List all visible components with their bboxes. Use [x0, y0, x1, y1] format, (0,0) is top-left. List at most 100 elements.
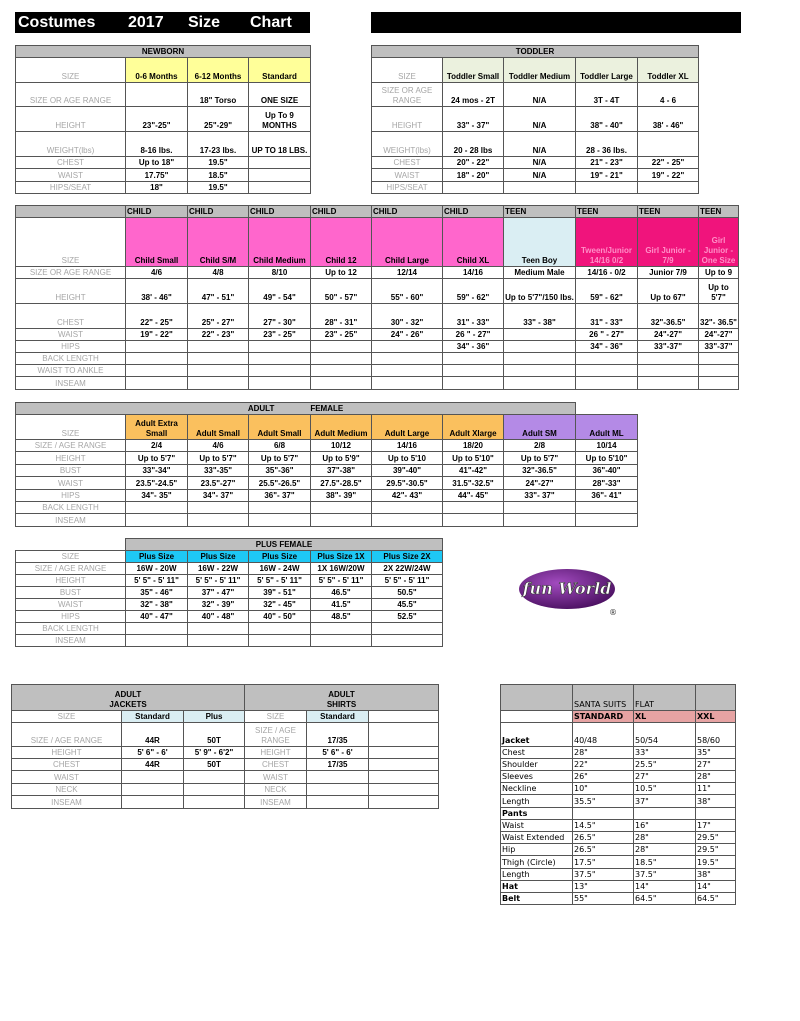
size-label: SIZE: [244, 710, 307, 723]
value-cell: Up to 12: [310, 266, 372, 279]
table-row: NECK: [244, 783, 439, 796]
size-header: Child Medium: [248, 217, 311, 267]
value-cell: [187, 352, 249, 365]
size-header: Adult ML: [575, 414, 639, 440]
value-cell: [187, 364, 249, 377]
value-cell: 40" - 50": [248, 610, 311, 623]
value-cell: 23" - 25": [310, 328, 372, 341]
size-header: Plus Size: [248, 550, 311, 563]
value-cell: [310, 513, 372, 527]
value-cell: 27": [633, 770, 696, 783]
value-cell: 18" Torso: [187, 82, 249, 107]
size-header: Adult SM: [502, 414, 577, 440]
value-cell: 5' 6" - 6': [121, 746, 184, 759]
table-title-row: ADULT JACKETS: [10, 684, 246, 711]
table-row: HEIGHT 5' 6" - 6': [244, 746, 439, 759]
row-label: BUST: [15, 586, 126, 599]
table-row: HEIGHT Up to 5'7" Up to 5'7" Up to 5'7" Up t…: [15, 451, 639, 465]
value-cell: 5' 9" - 6'2": [182, 746, 246, 759]
row-label: Shoulder: [500, 758, 573, 771]
value-cell: 32"-36.5": [502, 464, 577, 477]
row-label: WAIST: [15, 168, 126, 182]
newborn-table: NEWBORN SIZE 0-6 Months 6-12 Months Standard…: [14, 45, 312, 194]
row-label: INSEAM: [11, 795, 122, 809]
table-row: WEIGHT(lbs) 8-16 lbs. 17-23 lbs. UP TO 18 L…: [15, 131, 312, 157]
value-cell: 38": [695, 868, 736, 881]
value-cell: 14/16: [371, 439, 443, 452]
value-cell: [503, 352, 576, 365]
value-cell: [187, 340, 249, 353]
value-cell: 28" - 31": [310, 303, 372, 329]
size-label: SIZE: [15, 414, 126, 440]
value-cell: Up to 9: [698, 266, 739, 279]
value-cell: [310, 340, 372, 353]
size-row: SIZE Standard Plus: [11, 710, 246, 723]
value-cell: 21" - 23": [575, 156, 638, 169]
value-cell: [637, 376, 699, 390]
value-cell: [248, 513, 311, 527]
value-cell: 18.5": [187, 168, 249, 182]
value-cell: 38": [695, 794, 736, 808]
row-label: Length: [500, 868, 573, 881]
value-cell: [575, 181, 638, 194]
size-label: SIZE: [15, 550, 126, 563]
value-cell: [503, 181, 576, 194]
value-cell: 33"-37": [698, 340, 739, 353]
table-title-row: SANTA SUITS FLAT: [500, 684, 736, 711]
size-header: Standard: [121, 710, 184, 723]
value-cell: 1X 16W/20W: [310, 562, 372, 575]
size-header: Teen Boy: [503, 217, 576, 267]
value-cell: 46.5": [310, 586, 372, 599]
value-cell: 37"-38": [310, 464, 372, 477]
table-row: HIPS 40" - 47" 40" - 48" 40" - 50" 48.5" 52.5…: [15, 610, 443, 623]
size-header: Plus Size: [125, 550, 188, 563]
column-group-header: TEEN: [503, 205, 576, 218]
value-cell: 32" - 39": [187, 598, 249, 611]
value-cell: 3T - 4T: [575, 82, 638, 107]
value-cell: 5' 5" - 5' 11": [187, 574, 249, 587]
value-cell: [371, 376, 443, 390]
value-cell: 35": [695, 746, 736, 759]
value-cell: 18" - 20": [442, 168, 504, 182]
value-cell: 28": [633, 831, 696, 844]
value-cell: [636, 131, 700, 157]
table-row: HIPS/SEAT 18" 19.5": [15, 181, 312, 194]
value-cell: 37" - 47": [187, 586, 249, 599]
value-cell: 10/14: [575, 439, 639, 452]
value-cell: 38" - 40": [575, 106, 638, 132]
value-cell: [248, 352, 311, 365]
row-label: Hip: [500, 843, 573, 856]
value-cell: 33" - 37": [442, 106, 504, 132]
value-cell: 27" - 30": [248, 303, 311, 329]
value-cell: 50/54: [633, 722, 696, 747]
row-label: INSEAM: [15, 376, 126, 390]
value-cell: [442, 181, 504, 194]
table-row: CHEST Up to 18" 19.5": [15, 156, 312, 169]
value-cell: [248, 376, 311, 390]
value-cell: 23" - 25": [248, 328, 311, 341]
value-cell: 33"-37": [637, 340, 699, 353]
value-cell: [310, 376, 372, 390]
value-cell: 32"- 36.5": [698, 303, 739, 329]
row-label: Belt: [500, 892, 573, 905]
row-label: Jacket: [500, 722, 573, 747]
value-cell: 13": [572, 880, 634, 893]
value-cell: 58/60: [695, 722, 736, 747]
value-cell: 52.5": [371, 610, 443, 623]
value-cell: 26 " - 27": [442, 328, 504, 341]
row-label: SIZE / AGE RANGE: [15, 562, 126, 575]
row-label: HEIGHT: [15, 278, 126, 304]
size-header: 0-6 Months: [125, 57, 188, 83]
value-cell: [125, 622, 188, 635]
value-cell: 44R: [121, 758, 184, 771]
value-cell: 16": [633, 819, 696, 832]
value-cell: [310, 364, 372, 377]
table-title-row: PLUS FEMALE: [15, 538, 443, 551]
value-cell: 26 " - 27": [575, 328, 638, 341]
size-header: Plus Size: [187, 550, 249, 563]
row-label: SIZE OR AGE RANGE: [15, 82, 126, 107]
value-cell: 24 mos - 2T: [442, 82, 504, 107]
table-title-row: NEWBORN: [14, 45, 312, 58]
row-label: Neckline: [500, 782, 573, 795]
value-cell: [248, 340, 311, 353]
